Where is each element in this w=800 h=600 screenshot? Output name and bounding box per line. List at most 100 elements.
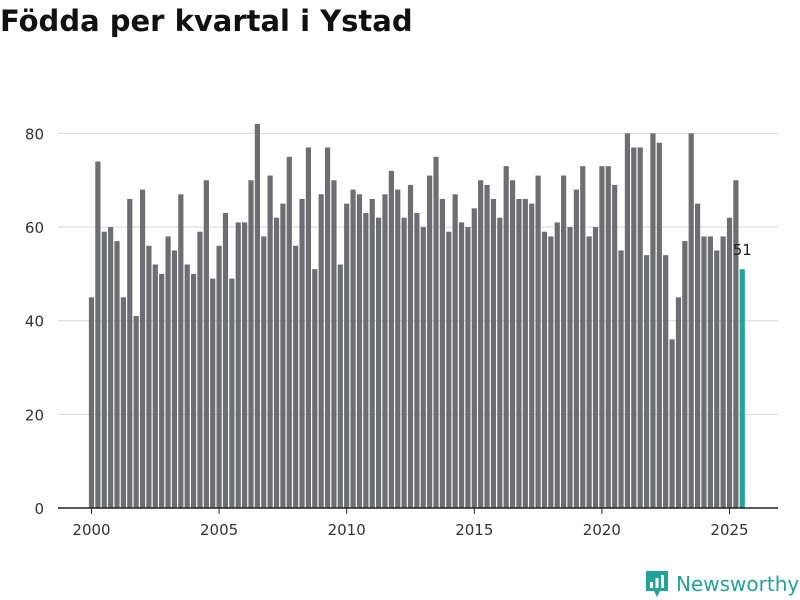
bar xyxy=(152,264,158,508)
bar xyxy=(254,124,260,508)
bar xyxy=(682,241,688,508)
bar xyxy=(344,203,350,508)
bar xyxy=(490,198,497,508)
bar xyxy=(509,180,516,508)
bar xyxy=(242,222,248,508)
bar xyxy=(95,161,101,508)
chart-title: Födda per kvartal i Ystad xyxy=(0,4,413,38)
bar xyxy=(656,142,662,508)
bar xyxy=(216,245,222,508)
bar xyxy=(369,198,375,508)
bar xyxy=(624,133,631,509)
bar xyxy=(318,194,324,508)
bar xyxy=(312,269,318,508)
y-tick-label: 60 xyxy=(25,219,44,237)
bar xyxy=(701,236,707,508)
bar xyxy=(720,236,726,508)
bar xyxy=(184,264,190,508)
bar xyxy=(139,189,146,508)
bar xyxy=(535,175,541,508)
bar xyxy=(484,184,490,508)
bar xyxy=(707,236,713,508)
bar xyxy=(733,180,739,508)
bar xyxy=(637,147,643,509)
bar xyxy=(695,203,701,508)
bar xyxy=(350,189,356,508)
data-label-last: 51 xyxy=(733,241,752,259)
bar xyxy=(305,147,312,509)
bar xyxy=(363,213,369,508)
bar xyxy=(554,222,560,508)
bar xyxy=(529,203,535,508)
bar xyxy=(631,147,637,509)
bar xyxy=(688,133,694,509)
bar xyxy=(567,227,573,508)
bar xyxy=(286,156,292,508)
bar xyxy=(650,133,656,509)
bar xyxy=(203,180,209,508)
bar xyxy=(599,166,605,508)
bar xyxy=(580,166,586,508)
bar xyxy=(273,217,280,508)
bar xyxy=(675,297,682,508)
bar xyxy=(465,227,471,508)
bar xyxy=(88,297,95,508)
bar xyxy=(643,255,650,508)
bar xyxy=(235,222,241,508)
bar xyxy=(388,170,394,508)
newsworthy-logo: Newsworthy xyxy=(644,569,799,599)
newsworthy-chart-icon xyxy=(646,571,668,597)
bar xyxy=(561,175,567,508)
bar xyxy=(382,194,388,508)
x-tick-label: 2025 xyxy=(710,521,748,539)
bar xyxy=(714,250,720,508)
bar xyxy=(618,250,624,508)
x-tick-label: 2020 xyxy=(583,521,621,539)
bar xyxy=(605,166,611,508)
bar xyxy=(248,180,254,508)
brand-name: Newsworthy xyxy=(676,572,800,596)
bar xyxy=(573,189,579,508)
bar xyxy=(592,227,599,508)
y-tick-label: 0 xyxy=(34,500,44,518)
bar xyxy=(663,255,669,508)
y-tick-label: 40 xyxy=(25,313,44,331)
bar xyxy=(159,273,165,508)
bar xyxy=(522,198,528,508)
bar xyxy=(433,156,439,508)
bar xyxy=(197,231,203,508)
bar xyxy=(280,203,286,508)
y-tick-label: 20 xyxy=(25,406,44,424)
bar xyxy=(471,208,477,508)
bar xyxy=(414,213,420,508)
bar xyxy=(669,339,675,508)
bar xyxy=(376,217,382,508)
bar xyxy=(356,194,363,508)
x-tick-label: 2015 xyxy=(455,521,493,539)
bar xyxy=(127,198,133,508)
x-tick-label: 2005 xyxy=(200,521,238,539)
bar xyxy=(427,175,433,508)
bar xyxy=(324,147,331,509)
bar xyxy=(497,217,503,508)
bar xyxy=(586,236,592,508)
bar xyxy=(190,273,197,508)
bar xyxy=(395,189,401,508)
bar xyxy=(171,250,178,508)
bar xyxy=(299,198,305,508)
bar xyxy=(108,227,114,508)
x-tick-label: 2010 xyxy=(328,521,366,539)
bar xyxy=(478,180,484,508)
bar xyxy=(446,231,452,508)
bar xyxy=(229,278,235,508)
bar xyxy=(503,166,509,508)
bar xyxy=(178,194,184,508)
bar xyxy=(331,180,337,508)
bar xyxy=(114,241,120,508)
bar xyxy=(165,236,171,508)
bar xyxy=(726,217,733,508)
bar xyxy=(120,297,126,508)
x-tick-label: 2000 xyxy=(72,521,110,539)
bar xyxy=(541,231,548,508)
